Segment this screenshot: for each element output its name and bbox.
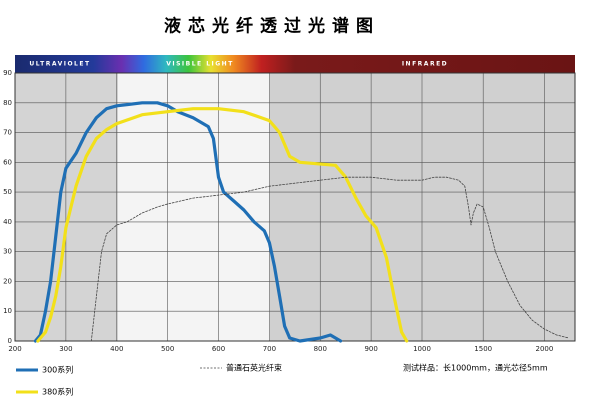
y-tick-label: 70	[3, 129, 12, 137]
legend-label: 普通石英光纤束	[226, 363, 282, 373]
x-tick-label: 600	[212, 345, 225, 353]
legend-label: 300系列	[42, 365, 73, 375]
band-label: VISIBLE LIGHT	[166, 61, 234, 68]
y-tick-label: 20	[3, 277, 12, 285]
series-line	[90, 176, 570, 342]
band-label: INFRARED	[402, 61, 448, 68]
x-tick-label: 1000	[413, 345, 431, 353]
y-tick-label: 90	[3, 69, 12, 77]
plot	[14, 72, 576, 343]
series-line	[36, 107, 409, 343]
y-tick-label: 60	[3, 158, 12, 166]
band-label: ULTRAVIOLET	[29, 61, 90, 68]
ir-region	[270, 73, 575, 341]
x-tick-label: 200	[8, 345, 21, 353]
series-line	[33, 101, 343, 343]
x-tick-label: 500	[161, 345, 174, 353]
y-tick-label: 50	[3, 188, 12, 196]
x-tick-label: 400	[110, 345, 123, 353]
x-tick-label: 800	[314, 345, 327, 353]
x-tick-label: 700	[263, 345, 276, 353]
y-tick-label: 0	[8, 337, 12, 345]
x-tick-label: 2000	[535, 345, 553, 353]
y-tick-label: 30	[3, 248, 12, 256]
legend-label: 380系列	[42, 387, 73, 397]
legend: 300系列 380系列 普通石英光纤束	[16, 363, 282, 397]
x-tick-label: 300	[59, 345, 72, 353]
spectrum-band	[15, 55, 575, 73]
x-tick-label: 900	[364, 345, 377, 353]
uv-region	[15, 73, 118, 341]
chart-title: 液芯光纤透过光谱图	[164, 16, 380, 37]
y-tick-label: 40	[3, 218, 12, 226]
note: 测试样品：长1000mm，通光芯径5mm	[403, 363, 548, 373]
y-tick-label: 10	[3, 307, 12, 315]
y-tick-label: 80	[3, 99, 12, 107]
x-tick-label: 1500	[474, 345, 492, 353]
